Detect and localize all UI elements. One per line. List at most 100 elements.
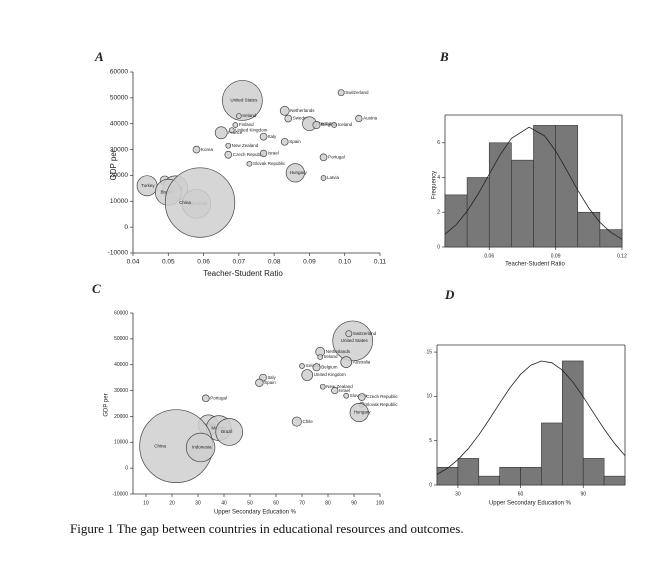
x-tick-label: 0.11: [374, 259, 387, 266]
point-label: Brazil: [221, 429, 232, 434]
point-label: New Zealand: [326, 384, 353, 389]
x-tick-label: 0.06: [484, 253, 494, 259]
point-label: Italy: [268, 134, 277, 139]
point-label: Belgium: [321, 364, 338, 369]
histogram-bar: [603, 475, 626, 486]
y-tick-label: 5: [429, 438, 432, 444]
y-tick-label: 20000: [114, 414, 128, 420]
x-tick-label: 0.12: [617, 253, 627, 259]
y-tick-label: 4: [437, 175, 440, 181]
bubble: [279, 105, 290, 116]
point-label: Finland: [239, 122, 254, 127]
histogram-bar: [511, 159, 534, 248]
histogram-bar: [488, 142, 512, 248]
bubble: [225, 142, 232, 149]
bubble: [337, 89, 345, 97]
x-axis-label: Upper Secondary Education %: [214, 510, 297, 516]
x-tick-label: 80: [325, 500, 331, 506]
y-tick-label: 2: [437, 210, 440, 216]
y-axis-label: GDP per: [104, 393, 110, 416]
y-tick-label: 50000: [114, 336, 128, 342]
point-label: Austria: [363, 116, 378, 121]
x-tick-label: 0.05: [162, 259, 175, 266]
bubble: [349, 402, 369, 423]
point-label: Sweden: [293, 116, 310, 121]
bubble: [332, 320, 374, 362]
point-label: Spain: [289, 139, 301, 144]
bubble: [319, 153, 328, 162]
bubble: [284, 114, 293, 123]
histogram-bar: [533, 125, 556, 248]
bubble: [345, 330, 353, 338]
point-label: Hungary: [354, 410, 372, 415]
point-label: Czech Republic: [366, 394, 398, 399]
y-tick-label: 15: [426, 349, 432, 355]
y-tick-label: 20000: [110, 172, 128, 179]
x-tick-label: 20: [169, 500, 175, 506]
histogram-bar: [457, 458, 480, 486]
x-tick-label: 0.06: [197, 259, 210, 266]
x-tick-label: 10: [143, 500, 149, 506]
bubble: [246, 160, 253, 167]
point-label: China: [154, 443, 166, 448]
point-label: Germany: [317, 121, 336, 126]
point-label: Ireland: [242, 113, 256, 118]
point-label: Switzerland: [345, 90, 369, 95]
x-axis-label: Upper Secondary Education %: [489, 501, 572, 507]
y-tick-label: 0: [124, 224, 128, 231]
y-tick-label: 60000: [114, 310, 128, 316]
panel-letter: A: [94, 49, 104, 64]
x-axis-label: Teacher-Student Ratio: [203, 269, 283, 278]
point-label: United Kingdom: [314, 372, 346, 377]
point-label: Australia: [353, 359, 371, 364]
x-tick-label: 70: [299, 500, 305, 506]
bubble: [312, 363, 321, 372]
bubble: [201, 394, 210, 403]
point-label: Hungary: [290, 170, 308, 175]
point-label: Slovak Republic: [253, 161, 286, 166]
x-tick-label: 0.08: [268, 259, 281, 266]
bubble: [299, 363, 305, 369]
point-label: Switzerland: [353, 331, 377, 336]
y-tick-label: -10000: [112, 491, 128, 497]
histogram-bar: [444, 194, 468, 248]
histogram-bar: [555, 125, 579, 248]
bubble: [192, 145, 201, 154]
point-label: New Zealand: [232, 143, 259, 148]
panel-letter: B: [439, 49, 449, 64]
x-tick-label: 30: [195, 500, 201, 506]
y-tick-label: 0: [429, 482, 432, 488]
y-tick-label: 40000: [110, 120, 128, 127]
bubble: [301, 369, 314, 381]
point-label: Iceland: [338, 122, 353, 127]
histogram-bar: [541, 422, 563, 486]
point-label: Latvia: [327, 175, 340, 180]
bubble: [255, 378, 264, 387]
point-label: United States: [230, 98, 258, 103]
x-tick-label: 60: [518, 491, 524, 497]
point-label: France: [228, 130, 243, 135]
point-label: Czech Republic: [233, 152, 265, 157]
y-tick-label: 10000: [114, 440, 128, 446]
bubble: [317, 354, 324, 360]
x-tick-label: 0.09: [551, 253, 561, 259]
bubble: [215, 418, 244, 446]
histogram-bar: [478, 475, 500, 486]
point-label: Brazil: [160, 189, 171, 194]
histogram-bar: [436, 466, 459, 486]
bubble: [340, 356, 353, 368]
y-axis-label: Frequency: [432, 171, 438, 199]
bubble: [259, 149, 268, 158]
x-tick-label: 0.10: [338, 259, 351, 266]
point-label: Chile: [302, 419, 313, 424]
bubble: [259, 132, 268, 141]
y-tick-label: 50000: [110, 95, 128, 102]
x-tick-label: 100: [376, 500, 385, 506]
bubble: [331, 122, 337, 128]
y-tick-label: 0: [437, 244, 440, 250]
y-tick-label: 30000: [110, 146, 128, 153]
bubble: [280, 137, 289, 146]
bubble: [312, 121, 321, 130]
point-label: Ireland: [324, 354, 338, 359]
